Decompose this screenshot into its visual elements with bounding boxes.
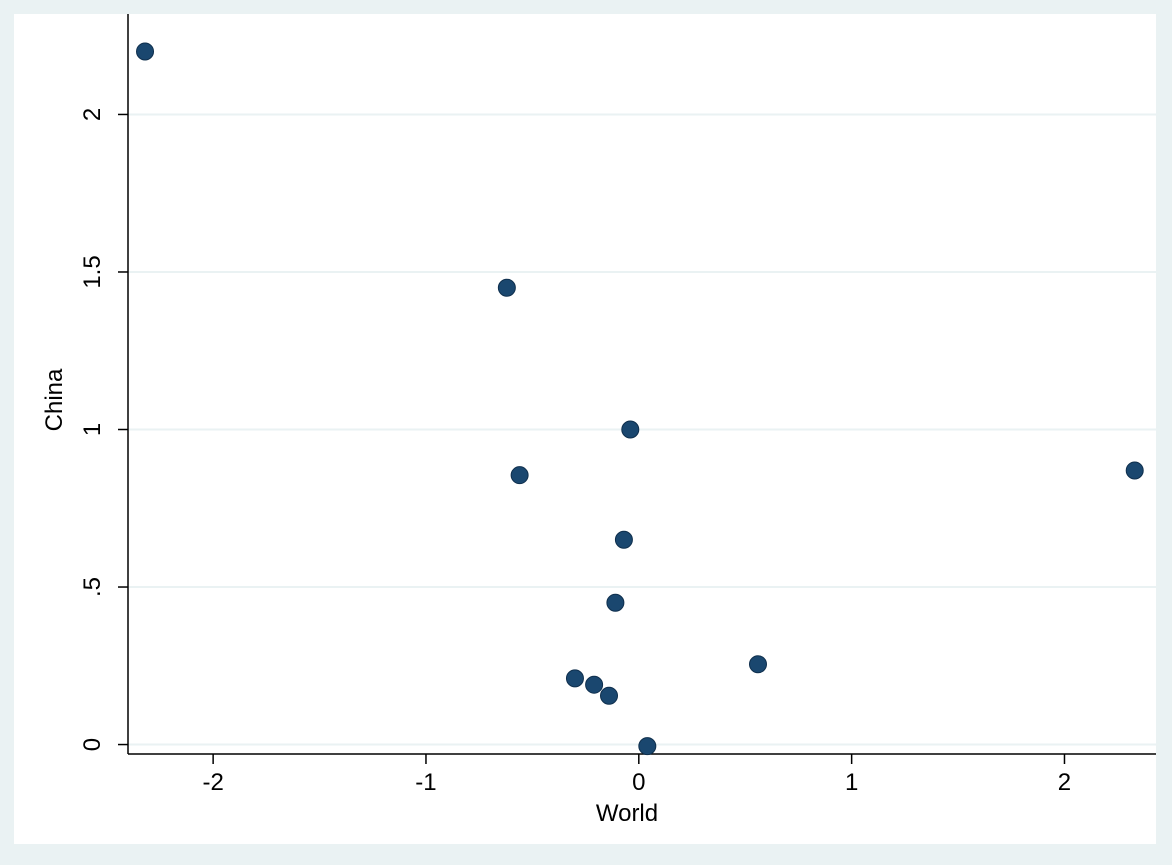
data-point-5 [614, 530, 633, 549]
gridlines [128, 113, 1156, 746]
data-point-4 [1125, 461, 1144, 480]
x-tick-label: 0 [632, 769, 645, 796]
data-point-3 [510, 466, 529, 485]
data-point-2 [621, 420, 640, 439]
data-point-9 [600, 686, 619, 705]
data-points [136, 42, 1144, 756]
axes: 0 .5 1 1.5 2 -2 -1 0 1 2 [79, 14, 1156, 796]
data-point-7 [565, 669, 584, 688]
data-point-6 [606, 593, 625, 612]
x-tick-label: -1 [415, 769, 436, 796]
y-axis-label: China [41, 368, 68, 431]
y-tick-label: 0 [79, 738, 106, 751]
x-tick-label: -2 [202, 769, 223, 796]
y-tick-label: 2 [79, 108, 106, 121]
data-point-1 [497, 278, 516, 297]
x-tick-label: 2 [1058, 769, 1071, 796]
x-axis-label: World [596, 800, 658, 827]
x-tick-label: 1 [845, 769, 858, 796]
data-point-10 [748, 655, 767, 674]
data-point-0 [136, 42, 155, 61]
y-tick-label: 1 [79, 423, 106, 436]
data-point-11 [638, 737, 657, 756]
y-tick-label: .5 [79, 577, 106, 597]
data-point-8 [585, 675, 604, 694]
y-tick-label: 1.5 [79, 255, 106, 288]
